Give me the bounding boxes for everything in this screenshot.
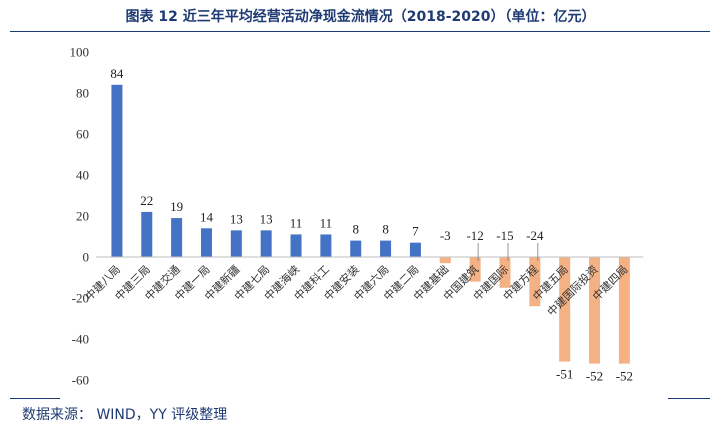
data-label: 22 (140, 193, 153, 208)
y-axis: -60 -40 -20 0 20 40 60 80 100 (70, 45, 90, 388)
bar (618, 257, 630, 364)
bars (111, 84, 630, 364)
y-tick-label: 100 (70, 45, 90, 60)
bar (559, 257, 571, 362)
data-label: 7 (412, 224, 419, 239)
bar (290, 234, 302, 257)
footer-divider-right (668, 398, 710, 399)
title-divider (10, 31, 710, 32)
y-tick-label: 20 (76, 209, 89, 224)
bar (200, 228, 212, 257)
data-label: -52 (586, 369, 603, 384)
data-label: 11 (290, 215, 303, 230)
data-label: -12 (466, 228, 483, 243)
data-label: 8 (382, 222, 389, 237)
data-label: -3 (440, 228, 451, 243)
category-labels: 中建八局中建三局中建交通中建一局中建新疆中建七局中建海峡中建科工中建安装中建六局… (82, 262, 630, 319)
bar (529, 257, 541, 307)
data-label: 8 (352, 222, 359, 237)
bar (350, 240, 362, 257)
bar (171, 218, 183, 257)
data-label: 14 (200, 209, 214, 224)
y-tick-label: -40 (72, 332, 89, 347)
data-label: -24 (526, 228, 544, 243)
data-label: -51 (556, 367, 573, 382)
data-label: 13 (260, 211, 273, 226)
y-tick-label: 60 (76, 127, 89, 142)
bar (260, 230, 272, 257)
y-tick-label: 80 (76, 86, 89, 101)
data-label: 13 (230, 211, 243, 226)
y-tick-label: 0 (83, 250, 90, 265)
bar (320, 234, 332, 257)
bar (111, 84, 123, 257)
bar (409, 242, 421, 257)
source-note: 数据来源： WIND，YY 评级整理 (22, 407, 228, 423)
data-label: 84 (110, 66, 124, 81)
data-label: 11 (320, 215, 333, 230)
y-tick-label: 40 (76, 168, 89, 183)
data-labels: 84 22 19 14 13 13 11 11 8 8 7 -3 -12 -15 -24 -51 -52 -52 (110, 66, 633, 384)
data-label: 19 (170, 199, 183, 214)
y-tick-label: -60 (72, 373, 89, 388)
y-tick-label: -20 (72, 291, 89, 306)
data-label: -15 (496, 228, 513, 243)
footer-divider-left (10, 398, 60, 399)
chart-title: 图表 12 近三年平均经营活动净现金流情况（2018-2020）（单位：亿元） (125, 9, 596, 25)
bar (499, 257, 511, 288)
bar (589, 257, 601, 364)
bar (380, 240, 392, 257)
bar (469, 257, 481, 282)
bar (141, 211, 153, 257)
bar (230, 230, 242, 257)
data-label: -52 (616, 369, 633, 384)
bar (439, 257, 451, 264)
